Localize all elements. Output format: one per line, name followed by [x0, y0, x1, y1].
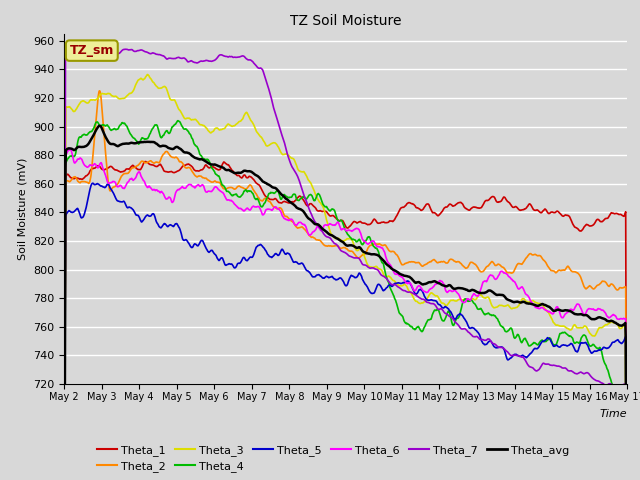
Title: TZ Soil Moisture: TZ Soil Moisture — [290, 14, 401, 28]
Text: TZ_sm: TZ_sm — [70, 44, 114, 57]
Text: Time: Time — [600, 408, 627, 419]
Y-axis label: Soil Moisture (mV): Soil Moisture (mV) — [17, 157, 28, 260]
Legend: Theta_1, Theta_2, Theta_3, Theta_4, Theta_5, Theta_6, Theta_7, Theta_avg: Theta_1, Theta_2, Theta_3, Theta_4, Thet… — [92, 440, 574, 477]
